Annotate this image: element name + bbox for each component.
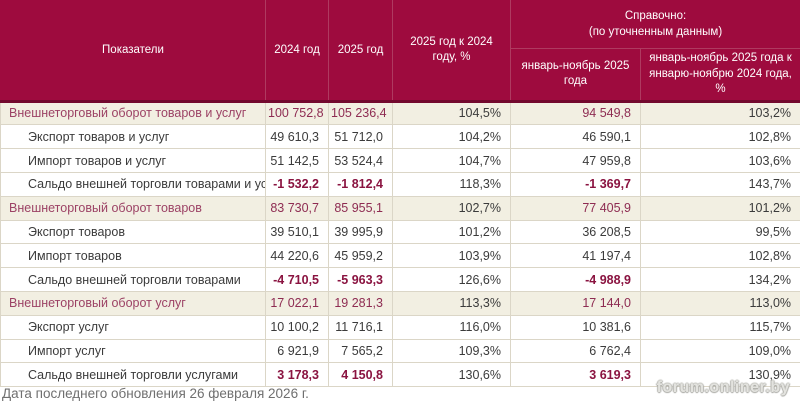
header-indicators: Показатели [0,0,266,102]
cell-value: 116,0% [392,314,511,340]
row-label: Импорт услуг [0,338,266,364]
header-jan-nov-2025: январь-ноябрь 2025 года [510,48,641,102]
row-label: Импорт товаров и услуг [0,148,266,173]
row-label: Внешнеторговый оборот услуг [0,290,266,316]
header-2025: 2025 год [328,0,393,102]
table-row: Внешнеторговый оборот товаров 83 730,7 85 … [0,195,800,221]
cell-value: 7 565,2 [328,338,393,364]
table-row: Импорт товаров 44 220,6 45 959,2 103,9% 41 1… [0,243,800,269]
watermark: forum.onliner.by [656,379,790,396]
cell-value: 77 405,9 [510,195,641,221]
cell-value: 100 752,8 [265,99,329,126]
cell-value: 103,6% [639,148,800,173]
cell-value: 36 208,5 [510,219,641,245]
header-reference-line2: (по уточненным данным) [588,25,723,38]
row-label: Импорт товаров [0,243,266,269]
cell-value: 4 150,8 [328,362,393,388]
table-row: Внешнеторговый оборот услуг 17 022,1 19 28… [0,290,800,316]
table-row: Сальдо внешней торговли услугами 3 178,3 4… [0,362,800,388]
cell-value: 3 178,3 [265,362,329,388]
cell-value: 46 590,1 [510,124,641,150]
cell-value: 94 549,8 [510,99,641,126]
cell-value: 39 995,9 [328,219,393,245]
row-label: Сальдо внешней торговли товарами и услуг… [0,171,266,197]
cell-value: 85 955,1 [328,195,393,221]
cell-value: 104,7% [392,148,511,173]
table-row: Сальдо внешней торговли товарами -4 710,5… [0,267,800,292]
cell-value: 6 762,4 [510,338,641,364]
cell-value: 113,0% [639,290,800,316]
cell-value: 104,2% [392,124,511,150]
row-label: Сальдо внешней торговли услугами [0,362,266,388]
cell-value: 83 730,7 [265,195,329,221]
cell-value: 10 100,2 [265,314,329,340]
cell-value: 11 716,1 [328,314,393,340]
header-ratio: 2025 год к 2024 году, % [392,0,511,102]
cell-value: 51 142,5 [265,148,329,173]
cell-value: 113,3% [392,290,511,316]
cell-value: 10 381,6 [510,314,641,340]
cell-value: -4 710,5 [265,267,329,292]
cell-value: 103,2% [639,99,800,126]
table-header: Показатели 2024 год 2025 год 2025 год к … [0,0,800,102]
cell-value: 109,3% [392,338,511,364]
cell-value: 102,8% [639,124,800,150]
row-label: Внешнеторговый оборот товаров [0,195,266,221]
cell-value: 126,6% [392,267,511,292]
foreign-trade-table: Показатели 2024 год 2025 год 2025 год к … [0,0,800,388]
cell-value: 101,2% [392,219,511,245]
header-reference-line1: Справочно: [624,9,687,22]
row-label: Экспорт услуг [0,314,266,340]
table-row: Сальдо внешней торговли товарами и услуг… [0,171,800,197]
cell-value: -1 532,2 [265,171,329,197]
cell-value: 102,8% [639,243,800,269]
cell-value: -1 812,4 [328,171,393,197]
cell-value: 118,3% [392,171,511,197]
cell-value: 6 921,9 [265,338,329,364]
cell-value: 3 619,3 [510,362,641,388]
cell-value: 105 236,4 [328,99,393,126]
cell-value: 19 281,3 [328,290,393,316]
cell-value: 47 959,8 [510,148,641,173]
header-reference: Справочно: (по уточненным данным) [509,0,800,49]
cell-value: 45 959,2 [328,243,393,269]
table-row: Экспорт товаров 39 510,1 39 995,9 101,2% 36 … [0,219,800,245]
row-label: Сальдо внешней торговли товарами [0,267,266,292]
last-updated-note: Дата последнего обновления 26 февраля 20… [2,386,309,401]
cell-value: 44 220,6 [265,243,329,269]
cell-value: 109,0% [639,338,800,364]
cell-value: 49 610,3 [265,124,329,150]
cell-value: 99,5% [639,219,800,245]
row-label: Внешнеторговый оборот товаров и услуг [0,99,266,126]
cell-value: 41 197,4 [510,243,641,269]
table-row: Импорт услуг 6 921,9 7 565,2 109,3% 6 762,4 1… [0,338,800,364]
cell-value: -1 369,7 [510,171,641,197]
row-label: Экспорт товаров и услуг [0,124,266,150]
cell-value: 102,7% [392,195,511,221]
cell-value: 101,2% [639,195,800,221]
table-row: Внешнеторговый оборот товаров и услуг 100… [0,99,800,126]
cell-value: 130,9% [639,362,800,388]
cell-value: 115,7% [639,314,800,340]
header-2024: 2024 год [265,0,329,102]
table-row: Импорт товаров и услуг 51 142,5 53 524,4 10… [0,148,800,173]
table-row: Экспорт услуг 10 100,2 11 716,1 116,0% 10 38… [0,314,800,340]
row-label: Экспорт товаров [0,219,266,245]
cell-value: -5 963,3 [328,267,393,292]
cell-value: 103,9% [392,243,511,269]
cell-value: 17 022,1 [265,290,329,316]
cell-value: 143,7% [639,171,800,197]
table-row: Экспорт товаров и услуг 49 610,3 51 712,0 1… [0,124,800,150]
cell-value: 53 524,4 [328,148,393,173]
cell-value: 134,2% [639,267,800,292]
header-jan-nov-ratio: январь-ноябрь 2025 года к январю-ноябрю … [639,48,800,102]
cell-value: 17 144,0 [510,290,641,316]
cell-value: 104,5% [392,99,511,126]
table-body: Внешнеторговый оборот товаров и услуг 100… [0,99,800,388]
cell-value: 51 712,0 [328,124,393,150]
cell-value: -4 988,9 [510,267,641,292]
cell-value: 130,6% [392,362,511,388]
cell-value: 39 510,1 [265,219,329,245]
